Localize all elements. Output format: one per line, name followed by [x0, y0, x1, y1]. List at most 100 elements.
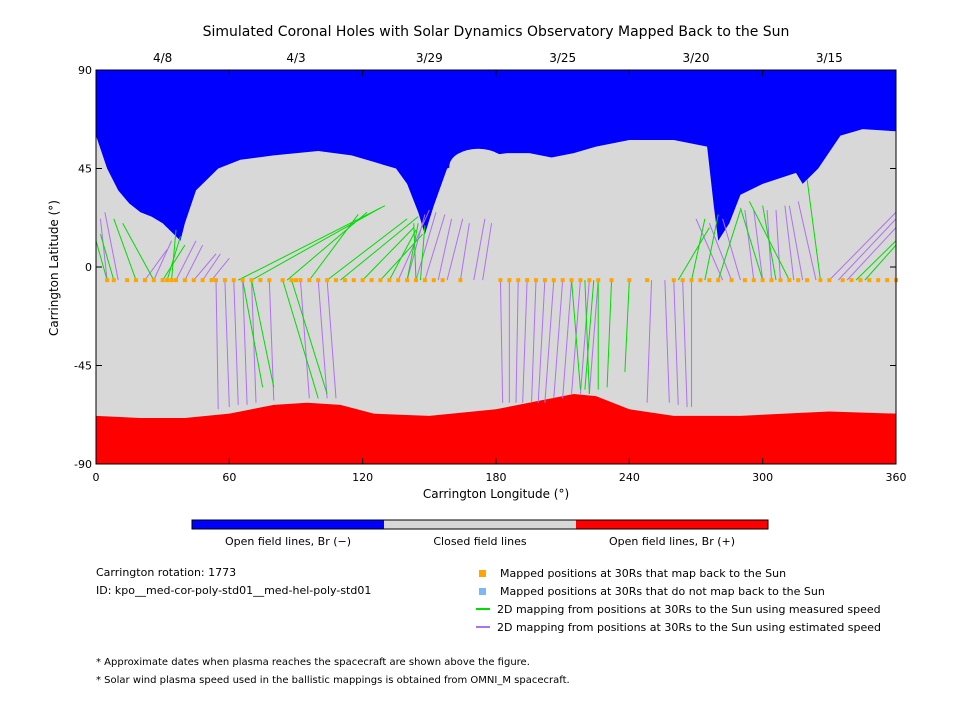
mapped-point [840, 278, 845, 283]
estimated-mapping-line [175, 240, 197, 281]
x-axis-ticks: 0 60 120 180 240 300 360 [93, 70, 907, 484]
mapped-point [289, 278, 294, 283]
estimated-mapping-line [664, 280, 670, 403]
mapped-point [174, 278, 178, 283]
mapped-point [507, 278, 512, 283]
estimated-mapping-line [482, 223, 493, 281]
mapped-point [578, 278, 583, 283]
mapped-point [316, 278, 321, 283]
mapped-point [431, 278, 436, 283]
mapped-point [645, 278, 650, 283]
mapped-point [396, 278, 401, 283]
measured-mapping-line [362, 227, 415, 281]
legend-swatch [476, 626, 490, 628]
mapped-point [525, 278, 530, 283]
colorbar-segment [192, 520, 384, 529]
mapped-point [387, 278, 392, 283]
estimated-mapping-line [544, 280, 555, 403]
measured-mapping-line [308, 214, 359, 281]
mapped-point [827, 278, 832, 283]
mapped-point [551, 278, 556, 283]
estimated-mapping-line [784, 205, 795, 281]
mapped-point [760, 278, 765, 283]
colorbar-label: Open field lines, Br (−) [225, 535, 351, 548]
x-tick-label: 180 [486, 471, 507, 484]
estimated-mapping-line [202, 253, 221, 281]
estimated-mapping-line [446, 218, 464, 281]
measured-mapping-line [99, 234, 115, 281]
y-tick-label: 90 [78, 64, 92, 77]
estimated-mapping-line [553, 280, 564, 399]
top-date-label: 4/3 [286, 51, 305, 65]
measured-mapping-line [251, 207, 381, 281]
estimated-mapping-line [788, 205, 804, 281]
note-speed: * Solar wind plasma speed used in the ba… [96, 675, 570, 686]
estimated-mapping-line [537, 280, 546, 403]
mapped-point [876, 278, 881, 283]
measured-mapping-line [113, 218, 137, 281]
mapped-point [169, 278, 174, 283]
estimated-mapping-line [531, 280, 537, 403]
estimated-mapping-line [224, 280, 230, 408]
mapped-point [267, 278, 272, 283]
estimated-mapping-line [579, 280, 590, 394]
mapped-point [325, 278, 330, 283]
measured-mapping-line [691, 218, 706, 281]
estimated-mapping-line [682, 280, 688, 408]
estimated-mapping-line [646, 280, 653, 403]
y-tick-label: -90 [74, 458, 92, 471]
measured-mapping-line [286, 211, 368, 281]
x-axis-label: Carrington Longitude (°) [423, 487, 569, 501]
mapped-point [378, 278, 383, 283]
open-positive-region [96, 393, 896, 464]
measured-mapping-line [571, 280, 581, 390]
top-date-labels: 4/8 4/3 3/29 3/25 3/20 3/15 [153, 51, 843, 65]
mapped-point [182, 278, 187, 283]
estimated-mapping-line [515, 280, 519, 403]
measured-mapping-line [624, 280, 630, 373]
mapped-point [405, 278, 410, 283]
x-tick-label: 360 [886, 471, 907, 484]
mapped-point [534, 278, 538, 283]
colorbar-label: Open field lines, Br (+) [609, 535, 735, 548]
mapped-point [142, 278, 147, 283]
estimated-mapping-line [99, 218, 108, 281]
legend-label: 2D mapping from positions at 30Rs to the… [497, 602, 881, 616]
estimated-mapping-line [326, 280, 337, 399]
measured-mapping-line [242, 280, 264, 388]
mapped-point [627, 278, 632, 283]
estimated-mapping-line [846, 227, 897, 281]
estimated-mapping-line [193, 253, 217, 281]
mapped-point [516, 278, 521, 283]
x-tick-label: 300 [752, 471, 773, 484]
legend-label: Mapped positions at 30Rs that map back t… [500, 566, 787, 580]
mapped-point [191, 278, 196, 283]
colorbar-frame [191, 519, 769, 530]
mapped-point [414, 278, 418, 283]
estimated-mapping-line [104, 212, 119, 281]
mapped-point [560, 278, 565, 283]
mapped-point [151, 278, 156, 283]
mapped-point [805, 278, 810, 283]
mapped-point [351, 278, 356, 283]
estimated-mapping-line [828, 211, 897, 281]
estimated-mapping-line [424, 214, 446, 281]
estimated-mapping-line [775, 210, 781, 281]
mapped-point [778, 278, 783, 283]
mapped-point [105, 278, 110, 283]
y-axis-ticks: 90 45 0 -45 -90 [74, 64, 896, 471]
measured-mapping-line [762, 205, 777, 281]
mapped-point [769, 278, 774, 283]
estimated-mapping-line [744, 210, 755, 281]
measured-mapping-line [162, 244, 186, 281]
mapped-point [729, 278, 734, 283]
estimated-mapping-line [673, 280, 679, 405]
estimated-mapping-line [722, 218, 741, 281]
measured-mapping-line [748, 201, 790, 281]
measured-mapping-line [739, 207, 764, 281]
legend-item: 2D mapping from positions at 30Rs to the… [476, 620, 881, 634]
measured-mapping-line [413, 223, 417, 281]
measured-mapping-line [282, 279, 319, 399]
mapped-point [334, 278, 338, 283]
